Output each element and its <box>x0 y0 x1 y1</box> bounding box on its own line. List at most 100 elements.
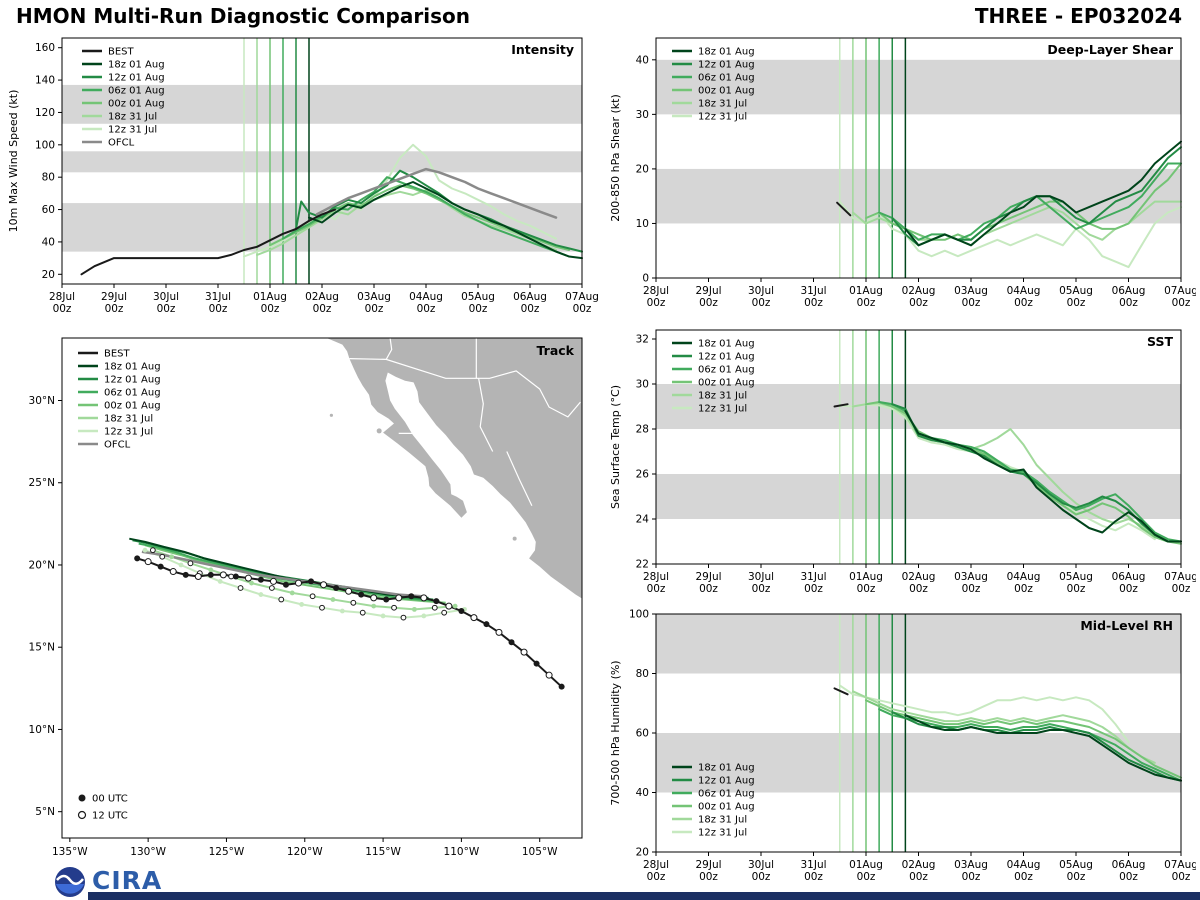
x-tick-label: 29Jul <box>695 859 721 871</box>
x-tick-label: 00z <box>1014 871 1033 883</box>
series-line-06z-01-aug <box>878 708 1182 782</box>
y-axis-label: 10m Max Wind Speed (kt) <box>7 90 20 233</box>
x-tick-label: 00z <box>521 303 540 315</box>
track-point-00utc <box>134 555 141 562</box>
track-point-00utc <box>558 683 565 690</box>
island <box>512 536 517 541</box>
shaded-band <box>656 733 1181 793</box>
x-tick-label: 06Aug <box>513 291 547 303</box>
track-point-12utc <box>268 585 275 591</box>
map-layer <box>129 338 582 690</box>
track-point-00utc <box>249 580 254 586</box>
sst-panel: 28Jul00z29Jul00z30Jul00z31Jul00z01Aug00z… <box>609 329 1196 595</box>
track-point-12utc <box>391 604 397 611</box>
series-line-best <box>833 403 849 408</box>
legend-label-ofcl: OFCL <box>108 138 135 149</box>
track-point-12utc <box>545 671 553 679</box>
track-point-12utc <box>470 614 478 622</box>
track-point-12utc <box>431 604 438 611</box>
x-tick-label: 07Aug <box>1164 859 1196 871</box>
legend-label-18z-01-aug: 18z 01 Aug <box>698 763 755 774</box>
track-point-12utc <box>144 558 152 566</box>
legend-label-18z-31-jul: 18z 31 Jul <box>698 391 747 402</box>
legend-label-18z-01-aug: 18z 01 Aug <box>104 362 161 373</box>
x-tick-label: 00z <box>573 303 592 315</box>
x-tick-label: 00z <box>699 871 718 883</box>
track-point-00utc <box>282 581 289 588</box>
series-line-18z-01-aug <box>904 714 1182 782</box>
track-point-12utc <box>228 573 235 580</box>
track-point-12utc <box>278 596 285 603</box>
footer-bar <box>88 892 1200 900</box>
legend-label-12z-31-jul: 12z 31 Jul <box>698 404 747 415</box>
x-tick-label: 00z <box>909 583 928 595</box>
track-point-12utc <box>309 593 316 600</box>
x-tick-label: 00z <box>962 297 981 309</box>
track-point-12utc <box>400 614 407 621</box>
track-point-12utc <box>269 577 277 585</box>
x-tick-label: 01Aug <box>253 291 287 303</box>
legend-label-12z-31-jul: 12z 31 Jul <box>104 427 153 438</box>
island <box>329 413 333 417</box>
x-tick-label: 30Jul <box>748 571 774 583</box>
y-tick-label: 20°N <box>29 559 55 571</box>
state-border <box>349 358 581 418</box>
x-tick-label: 30Jul <box>748 859 774 871</box>
x-tick-label: 00z <box>909 297 928 309</box>
y-tick-label: 40 <box>636 787 649 799</box>
track-point-12utc <box>520 648 528 656</box>
x-tick-label: 02Aug <box>902 859 936 871</box>
track-point-00utc <box>408 593 415 600</box>
track-point-12utc <box>187 560 194 567</box>
shaded-band <box>656 59 1181 115</box>
y-axis-label: Sea Surface Temp (°C) <box>609 385 622 509</box>
legend-label-12z-01-aug: 12z 01 Aug <box>698 60 755 71</box>
x-tick-label: 04Aug <box>1007 571 1041 583</box>
y-tick-label: 10°N <box>29 724 55 736</box>
series-line-best <box>836 201 852 217</box>
x-tick-label: 130°W <box>130 846 166 858</box>
track-point-00utc <box>452 603 458 609</box>
track-point-00utc <box>483 621 490 628</box>
x-tick-label: 07Aug <box>1164 285 1196 297</box>
y-tick-label: 28 <box>636 424 649 436</box>
x-tick-label: 00z <box>261 303 280 315</box>
x-tick-label: 00z <box>647 583 666 595</box>
y-tick-label: 100 <box>35 139 55 151</box>
x-tick-label: 00z <box>1014 583 1033 595</box>
legend-label-ofcl: OFCL <box>104 440 131 451</box>
state-border <box>506 451 533 507</box>
legend-label-12z-01-aug: 12z 01 Aug <box>104 375 161 386</box>
track-point-12utc <box>194 572 202 580</box>
track-point-00utc <box>458 608 465 615</box>
x-tick-label: 29Jul <box>695 285 721 297</box>
y-tick-label: 0 <box>642 273 649 285</box>
x-tick-label: 00z <box>857 871 876 883</box>
track-point-00utc <box>433 598 440 605</box>
legend-label-00z-01-aug: 00z 01 Aug <box>698 86 755 97</box>
x-tick-label: 00z <box>857 583 876 595</box>
x-tick-label: 00z <box>105 303 124 315</box>
track-point-12utc <box>295 579 303 587</box>
track-point-00utc <box>232 573 239 580</box>
track-point-12utc <box>495 628 503 636</box>
page-title: HMON Multi-Run Diagnostic Comparison <box>16 4 470 28</box>
x-tick-label: 05Aug <box>1059 571 1093 583</box>
x-tick-label: 03Aug <box>954 859 988 871</box>
track-point-00utc <box>330 597 336 602</box>
legend-label-00-utc: 00 UTC <box>92 794 128 805</box>
track-point-00utc <box>308 578 315 585</box>
y-tick-label: 120 <box>35 107 55 119</box>
y-tick-label: 30 <box>636 109 649 121</box>
y-tick-label: 40 <box>636 54 649 66</box>
series-line-18z-31-jul <box>851 690 1156 764</box>
x-tick-label: 00z <box>962 583 981 595</box>
x-tick-label: 31Jul <box>800 571 826 583</box>
track-point-12utc <box>445 602 453 610</box>
track-point-00utc <box>182 571 189 578</box>
legend-label-06z-01-aug: 06z 01 Aug <box>698 365 755 376</box>
y-tick-label: 20 <box>636 847 649 859</box>
track-point-12utc <box>345 587 353 595</box>
legend-label-18z-01-aug: 18z 01 Aug <box>698 339 755 350</box>
x-tick-label: 28Jul <box>49 291 75 303</box>
